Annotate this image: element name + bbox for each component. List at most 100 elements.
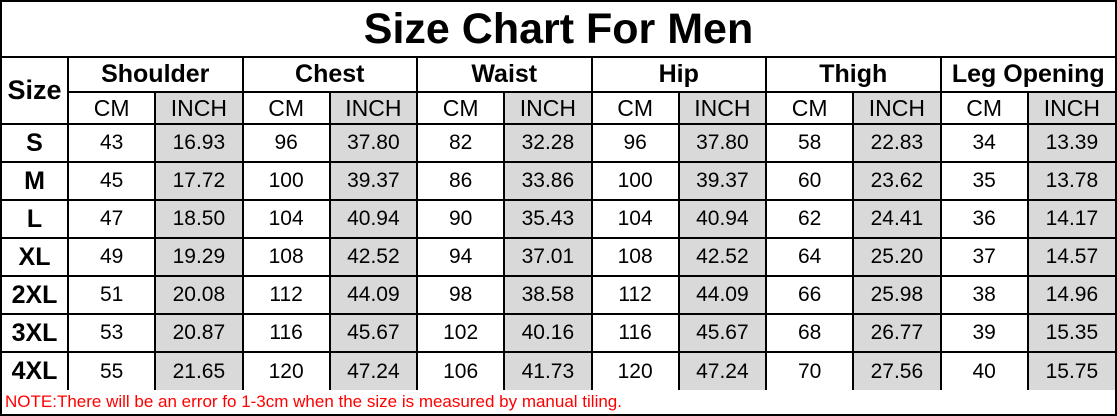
data-cell: 45.67	[677, 313, 768, 353]
unit-header-inch: INCH	[154, 91, 244, 125]
data-cell: 44.09	[328, 275, 419, 315]
data-cell: 22.83	[852, 123, 942, 163]
data-cell: 51	[66, 275, 157, 315]
data-cell: 33.86	[503, 161, 593, 201]
group-header-row: Size Shoulder Chest Waist Hip Thigh Leg …	[1, 57, 1116, 125]
data-cell: 40.16	[503, 313, 593, 353]
data-cell: 37.80	[677, 123, 768, 163]
data-cell: 47.24	[328, 351, 419, 391]
data-cell: 112	[590, 275, 680, 315]
data-cell: 41.73	[503, 351, 593, 391]
size-table: Size Shoulder Chest Waist Hip Thigh Leg …	[1, 57, 1117, 391]
data-cell: 35.43	[503, 199, 593, 239]
data-cell: 38	[939, 275, 1029, 315]
data-cell: 53	[66, 313, 157, 353]
data-cell: 120	[590, 351, 680, 391]
data-cell: 36	[939, 199, 1029, 239]
column-group-hip: Hip	[590, 57, 767, 93]
table-row-s: S 43 16.93 96 37.80 82 32.28 96 37.80 58…	[1, 123, 1117, 163]
data-cell: 39	[939, 313, 1029, 353]
data-cell: 37	[939, 237, 1029, 277]
data-cell: 106	[415, 351, 506, 391]
unit-header-inch: INCH	[677, 91, 768, 125]
data-cell: 100	[241, 161, 331, 201]
data-cell: 40	[939, 351, 1029, 391]
size-label: L	[1, 199, 69, 239]
unit-header-cm: CM	[415, 91, 506, 125]
data-cell: 104	[241, 199, 331, 239]
data-cell: 60	[764, 161, 855, 201]
unit-header-inch: INCH	[1026, 91, 1117, 125]
data-cell: 68	[764, 313, 855, 353]
data-cell: 47	[66, 199, 157, 239]
data-cell: 14.57	[1026, 237, 1117, 277]
table-row-m: M 45 17.72 100 39.37 86 33.86 100 39.37 …	[1, 161, 1117, 201]
table-row-l: L 47 18.50 104 40.94 90 35.43 104 40.94 …	[1, 199, 1117, 239]
data-cell: 112	[241, 275, 331, 315]
data-cell: 25.20	[852, 237, 942, 277]
data-cell: 102	[415, 313, 506, 353]
data-cell: 37.80	[328, 123, 419, 163]
unit-header-cm: CM	[590, 91, 680, 125]
data-cell: 13.78	[1026, 161, 1117, 201]
data-cell: 47.24	[677, 351, 768, 391]
data-cell: 15.75	[1026, 351, 1117, 391]
data-cell: 35	[939, 161, 1029, 201]
data-cell: 15.35	[1026, 313, 1117, 353]
data-cell: 58	[764, 123, 855, 163]
data-cell: 42.52	[677, 237, 768, 277]
data-cell: 34	[939, 123, 1029, 163]
data-cell: 108	[590, 237, 680, 277]
unit-header-inch: INCH	[852, 91, 942, 125]
data-cell: 23.62	[852, 161, 942, 201]
data-cell: 70	[764, 351, 855, 391]
data-cell: 96	[241, 123, 331, 163]
data-cell: 66	[764, 275, 855, 315]
data-cell: 19.29	[154, 237, 244, 277]
data-cell: 18.50	[154, 199, 244, 239]
data-cell: 45.67	[328, 313, 419, 353]
data-cell: 25.98	[852, 275, 942, 315]
data-cell: 42.52	[328, 237, 419, 277]
data-cell: 86	[415, 161, 506, 201]
size-label: 4XL	[1, 351, 69, 391]
note-text: NOTE:There will be an error fo 1-3cm whe…	[5, 392, 622, 411]
unit-header-inch: INCH	[328, 91, 419, 125]
data-cell: 20.87	[154, 313, 244, 353]
data-cell: 116	[590, 313, 680, 353]
unit-header-cm: CM	[764, 91, 855, 125]
data-cell: 17.72	[154, 161, 244, 201]
table-row-2xl: 2XL 51 20.08 112 44.09 98 38.58 112 44.0…	[1, 275, 1117, 315]
data-cell: 39.37	[328, 161, 419, 201]
data-cell: 49	[66, 237, 157, 277]
data-cell: 64	[764, 237, 855, 277]
data-cell: 27.56	[852, 351, 942, 391]
column-header-size: Size	[1, 57, 69, 125]
unit-header-inch: INCH	[503, 91, 593, 125]
size-label: 2XL	[1, 275, 69, 315]
data-cell: 108	[241, 237, 331, 277]
data-cell: 82	[415, 123, 506, 163]
data-cell: 40.94	[677, 199, 768, 239]
data-cell: 45	[66, 161, 157, 201]
data-cell: 40.94	[328, 199, 419, 239]
table-row-xl: XL 49 19.29 108 42.52 94 37.01 108 42.52…	[1, 237, 1117, 277]
data-cell: 14.96	[1026, 275, 1117, 315]
table-row-3xl: 3XL 53 20.87 116 45.67 102 40.16 116 45.…	[1, 313, 1117, 353]
size-label: S	[1, 123, 69, 163]
data-cell: 120	[241, 351, 331, 391]
unit-header-cm: CM	[241, 91, 331, 125]
data-cell: 116	[241, 313, 331, 353]
data-cell: 21.65	[154, 351, 244, 391]
data-cell: 43	[66, 123, 157, 163]
unit-header-cm: CM	[66, 91, 157, 125]
data-cell: 55	[66, 351, 157, 391]
data-cell: 20.08	[154, 275, 244, 315]
table-row-4xl: 4XL 55 21.65 120 47.24 106 41.73 120 47.…	[1, 351, 1117, 391]
size-label: XL	[1, 237, 69, 277]
data-cell: 98	[415, 275, 506, 315]
data-cell: 94	[415, 237, 506, 277]
column-group-thigh: Thigh	[765, 57, 942, 93]
page-title: Size Chart For Men	[2, 2, 1115, 58]
